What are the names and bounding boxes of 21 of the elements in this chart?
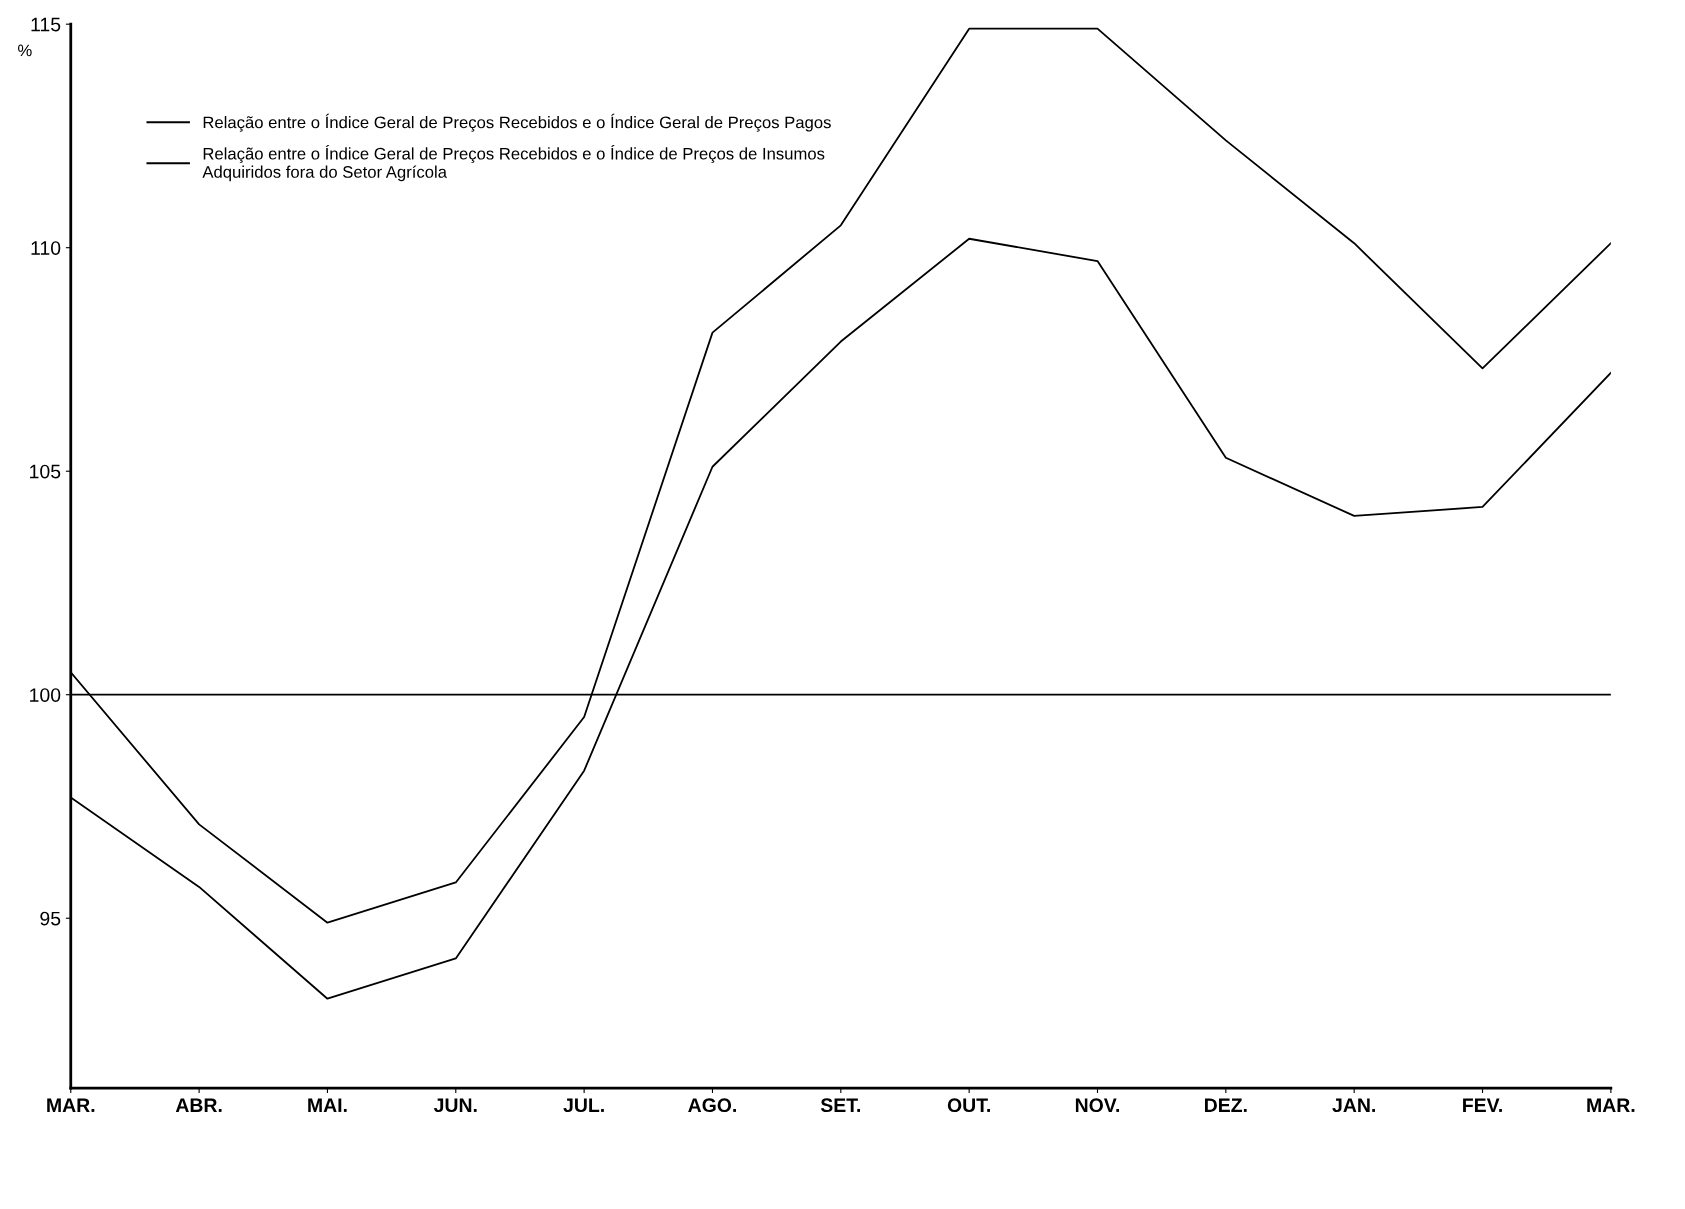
x-tick-label: SET.	[820, 1098, 861, 1113]
y-tick-label: 100	[30, 688, 61, 702]
legend-label: Relação entre o Índice Geral de Preços Recebidos e o Índice de Preços de Insumos Adquiridos fora do Setor Agrícola	[202, 144, 825, 182]
legend-label: Relação entre o Índice Geral de Preços Recebidos e o Índice Geral de Preços Pagos	[203, 113, 831, 132]
x-tick-label: MAR.	[1587, 1098, 1635, 1112]
y-axis-title: %	[18, 44, 32, 57]
x-tick-label: MAR.	[47, 1098, 95, 1112]
x-tick-label: AGO.	[688, 1098, 736, 1113]
x-tick-label: JUL.	[563, 1098, 604, 1113]
y-tick-label: 95	[40, 911, 61, 926]
y-tick-label: 105	[30, 464, 61, 479]
x-tick-label: MAI.	[308, 1098, 347, 1112]
x-tick-label: ABR.	[175, 1098, 222, 1112]
y-tick-label: 115	[31, 17, 61, 32]
x-tick-label: JAN.	[1332, 1098, 1375, 1113]
x-tick-label: DEZ.	[1204, 1098, 1247, 1112]
x-tick-label: JUN.	[433, 1098, 477, 1113]
x-tick-label: FEV.	[1463, 1098, 1502, 1112]
x-tick-label: NOV.	[1075, 1098, 1120, 1113]
y-tick-label: 110	[31, 241, 61, 255]
x-tick-label: OUT.	[947, 1098, 990, 1113]
